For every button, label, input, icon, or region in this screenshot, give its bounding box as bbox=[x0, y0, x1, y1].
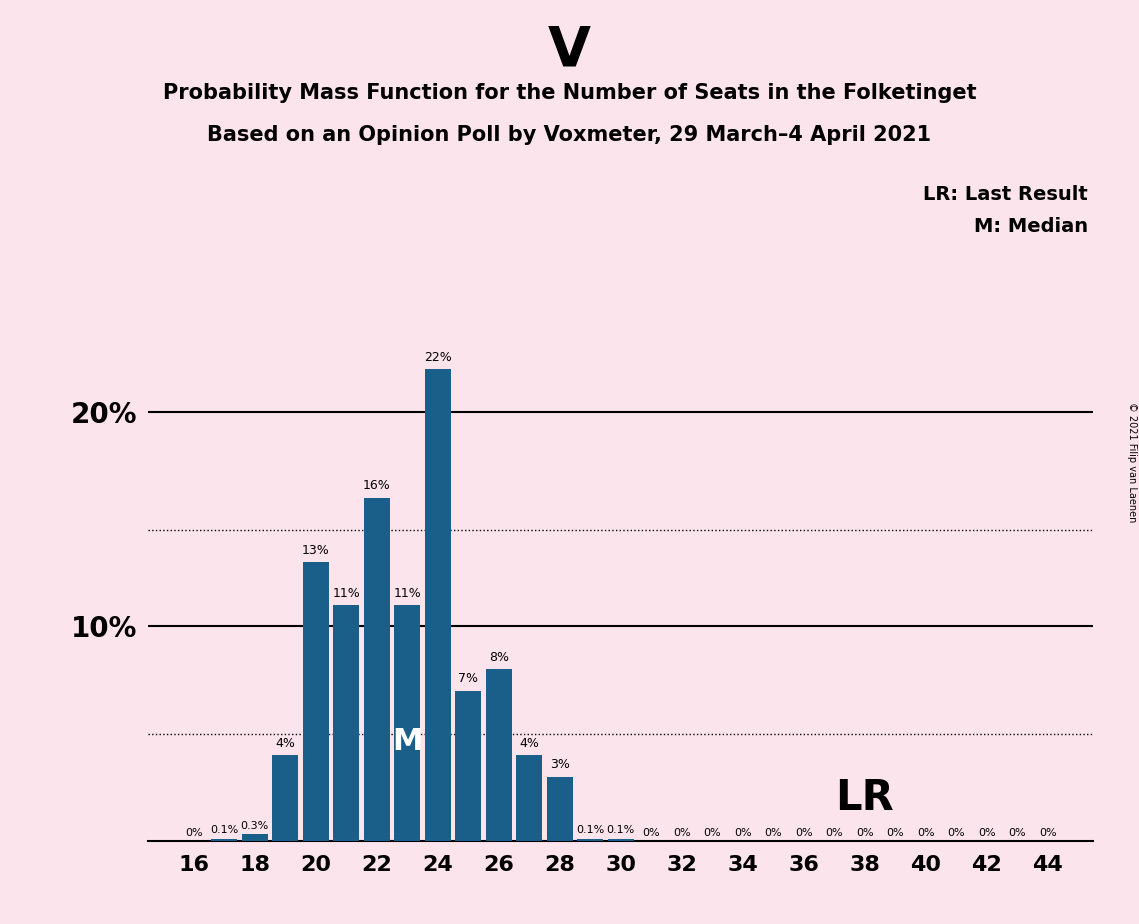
Bar bbox=[334, 605, 359, 841]
Text: 0%: 0% bbox=[978, 828, 995, 838]
Bar bbox=[212, 839, 237, 841]
Text: 0%: 0% bbox=[1008, 828, 1026, 838]
Bar bbox=[303, 562, 329, 841]
Text: 0.1%: 0.1% bbox=[607, 825, 634, 835]
Text: 22%: 22% bbox=[424, 351, 452, 364]
Text: 0.1%: 0.1% bbox=[211, 825, 238, 835]
Text: 3%: 3% bbox=[550, 759, 570, 772]
Text: 0%: 0% bbox=[826, 828, 843, 838]
Text: 0%: 0% bbox=[948, 828, 965, 838]
Bar bbox=[425, 370, 451, 841]
Text: Probability Mass Function for the Number of Seats in the Folketinget: Probability Mass Function for the Number… bbox=[163, 83, 976, 103]
Text: 0.1%: 0.1% bbox=[576, 825, 605, 835]
Text: 0.3%: 0.3% bbox=[240, 821, 269, 832]
Text: M: Median: M: Median bbox=[974, 217, 1088, 237]
Bar bbox=[577, 839, 604, 841]
Text: 0%: 0% bbox=[886, 828, 904, 838]
Text: LR: Last Result: LR: Last Result bbox=[923, 185, 1088, 204]
Bar bbox=[456, 691, 482, 841]
Text: © 2021 Filip van Laenen: © 2021 Filip van Laenen bbox=[1126, 402, 1137, 522]
Text: 0%: 0% bbox=[673, 828, 690, 838]
Text: 0%: 0% bbox=[704, 828, 721, 838]
Text: 13%: 13% bbox=[302, 544, 329, 557]
Text: Based on an Opinion Poll by Voxmeter, 29 March–4 April 2021: Based on an Opinion Poll by Voxmeter, 29… bbox=[207, 125, 932, 145]
Text: V: V bbox=[548, 23, 591, 77]
Text: 0%: 0% bbox=[917, 828, 934, 838]
Text: 0%: 0% bbox=[1039, 828, 1057, 838]
Text: 0%: 0% bbox=[795, 828, 812, 838]
Text: 4%: 4% bbox=[519, 736, 539, 749]
Text: 0%: 0% bbox=[734, 828, 752, 838]
Text: 11%: 11% bbox=[393, 587, 421, 600]
Text: M: M bbox=[392, 727, 423, 757]
Text: 0%: 0% bbox=[185, 828, 203, 838]
Text: 8%: 8% bbox=[489, 651, 509, 664]
Bar bbox=[363, 498, 390, 841]
Text: 4%: 4% bbox=[276, 736, 295, 749]
Bar bbox=[608, 839, 633, 841]
Text: 16%: 16% bbox=[363, 480, 391, 492]
Text: 11%: 11% bbox=[333, 587, 360, 600]
Bar bbox=[394, 605, 420, 841]
Bar bbox=[547, 776, 573, 841]
Bar bbox=[241, 834, 268, 841]
Text: 0%: 0% bbox=[642, 828, 661, 838]
Bar bbox=[486, 669, 511, 841]
Text: LR: LR bbox=[835, 777, 894, 819]
Text: 7%: 7% bbox=[458, 673, 478, 686]
Text: 0%: 0% bbox=[764, 828, 782, 838]
Bar bbox=[272, 755, 298, 841]
Text: 0%: 0% bbox=[855, 828, 874, 838]
Bar bbox=[516, 755, 542, 841]
